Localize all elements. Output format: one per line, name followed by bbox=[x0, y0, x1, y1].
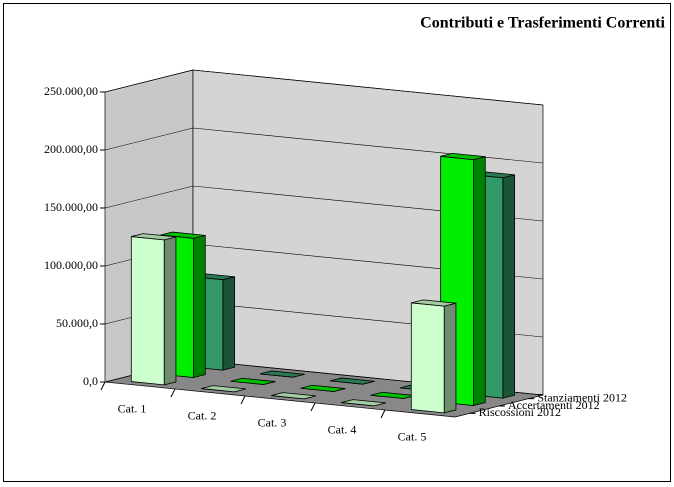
bar-top bbox=[411, 299, 457, 307]
bar-top bbox=[160, 231, 206, 239]
bar-top bbox=[230, 377, 276, 385]
bar-top bbox=[440, 152, 486, 160]
x-tick-label: Cat. 3 bbox=[258, 415, 287, 429]
bar-top bbox=[259, 370, 305, 378]
bar-side bbox=[222, 276, 236, 371]
y-tick-label: 0,0 bbox=[83, 374, 98, 388]
bar bbox=[130, 236, 165, 386]
legend-label: Riscossioni 2012 bbox=[479, 405, 561, 419]
bar-top bbox=[300, 384, 346, 392]
x-tick bbox=[100, 381, 106, 391]
legend-label: Accertamenti 2012 bbox=[508, 398, 600, 412]
bar-top bbox=[271, 392, 317, 400]
bar-side bbox=[163, 236, 177, 386]
x-tick bbox=[310, 402, 316, 412]
bar-top bbox=[341, 399, 387, 407]
bar-side bbox=[473, 156, 486, 407]
grid-line bbox=[104, 69, 544, 106]
x-tick-label: Cat. 5 bbox=[398, 429, 427, 443]
y-tick-label: 50.000,0 bbox=[56, 316, 98, 330]
x-tick bbox=[170, 388, 176, 398]
bar-side bbox=[443, 302, 457, 414]
y-tick-label: 150.000,00 bbox=[44, 200, 98, 214]
bar-top bbox=[329, 377, 375, 385]
y-tick-label: 200.000,00 bbox=[44, 142, 98, 156]
bar-side bbox=[502, 174, 515, 399]
x-tick bbox=[240, 395, 246, 405]
grid-line bbox=[104, 185, 544, 222]
x-tick-label: Cat. 4 bbox=[328, 422, 357, 436]
y-tick-label: 100.000,00 bbox=[44, 258, 98, 272]
bar-top bbox=[131, 233, 177, 241]
y-tick-label: 250.000,00 bbox=[44, 84, 98, 98]
x-tick-label: Cat. 1 bbox=[118, 401, 147, 415]
x-tick bbox=[380, 409, 386, 419]
legend-label: Stanziamenti 2012 bbox=[537, 390, 627, 404]
bar-top bbox=[201, 385, 247, 393]
bar-side bbox=[193, 234, 206, 379]
bar bbox=[410, 302, 445, 414]
chart-title: Contributi e Trasferimenti Correnti bbox=[420, 15, 665, 32]
grid-line bbox=[104, 127, 544, 164]
x-tick-label: Cat. 2 bbox=[188, 408, 217, 422]
